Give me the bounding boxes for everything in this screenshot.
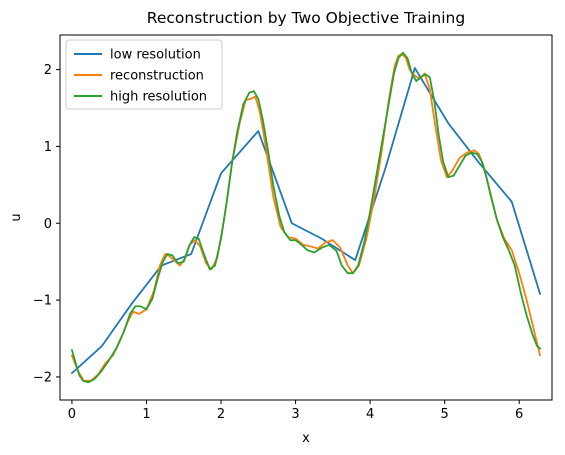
legend-label: reconstruction [110,69,204,84]
series-line-low-resolution [71,67,541,375]
y-tick-label: 2 [44,63,52,78]
x-tick-label: 4 [366,407,374,422]
axes: 0 1 2 3 4 5 6 −2 −1 0 1 2 [33,34,553,422]
x-tick-label: 3 [291,407,299,422]
legend-item: reconstruction [74,69,204,84]
y-axis-title: u [9,213,24,221]
y-tick-label: 0 [44,217,52,232]
legend-box [65,39,223,110]
series-line-high-resolution [71,51,541,384]
y-tick-label: −1 [33,294,52,309]
legend-item: high resolution [74,90,207,105]
x-tick-label: 2 [217,407,225,422]
axes-frame [59,34,553,401]
x-tick-label: 6 [515,407,523,422]
legend-label: high resolution [110,90,207,105]
x-tick-label: 1 [142,407,150,422]
legend-label: low resolution [110,48,201,63]
plot-area [71,51,541,384]
chart-title: Reconstruction by Two Objective Training [147,9,465,27]
x-tick-label: 5 [441,407,449,422]
legend: low resolution reconstruction high resolut… [65,39,223,110]
y-tick-label: 1 [44,140,52,155]
y-tick-label: −2 [33,370,52,385]
x-tick-label: 0 [68,407,76,422]
legend-item: low resolution [74,48,201,63]
x-axis-title: x [302,431,310,446]
